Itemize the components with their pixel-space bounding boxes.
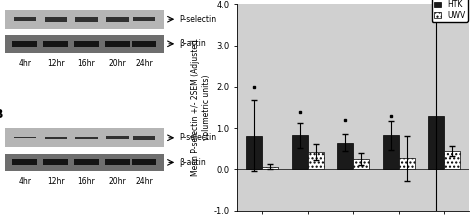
Y-axis label: Mean P-selectin +/- 2SEM (Adjusted
volumetric units): Mean P-selectin +/- 2SEM (Adjusted volum…	[191, 39, 210, 176]
Text: 24hr: 24hr	[135, 177, 153, 186]
Bar	[383, 135, 399, 169]
Text: 4hr: 4hr	[18, 177, 31, 186]
Bar	[74, 159, 99, 166]
Bar	[132, 159, 156, 166]
Bar	[399, 158, 415, 169]
Text: 4hr: 4hr	[18, 59, 31, 68]
Bar	[133, 17, 155, 22]
Bar	[107, 136, 128, 139]
Bar	[428, 116, 444, 169]
Bar	[45, 17, 67, 22]
Bar	[12, 159, 37, 166]
Bar	[308, 152, 324, 169]
Bar	[44, 159, 68, 166]
Text: 16hr: 16hr	[78, 177, 95, 186]
Bar	[5, 10, 164, 29]
Bar	[337, 143, 353, 169]
Bar	[292, 135, 308, 169]
Bar	[74, 41, 99, 47]
Bar	[262, 167, 278, 169]
Bar	[5, 154, 164, 171]
Text: 20hr: 20hr	[109, 59, 127, 68]
Bar	[133, 136, 155, 140]
Text: 20hr: 20hr	[109, 177, 127, 186]
Bar	[14, 17, 36, 21]
Text: 16hr: 16hr	[78, 59, 95, 68]
Text: β-actin: β-actin	[179, 39, 206, 48]
Bar	[14, 137, 36, 138]
Text: A: A	[0, 0, 3, 3]
Bar	[5, 35, 164, 53]
Bar	[45, 137, 67, 139]
Legend: HTK, UWV: HTK, UWV	[432, 0, 468, 22]
Bar	[107, 17, 128, 22]
Bar	[105, 159, 130, 166]
Bar	[132, 41, 156, 47]
Text: 24hr: 24hr	[135, 59, 153, 68]
Bar	[246, 136, 262, 169]
Text: 12hr: 12hr	[47, 59, 64, 68]
Text: β-actin: β-actin	[179, 158, 206, 167]
Text: P-selectin: P-selectin	[179, 133, 217, 142]
Bar	[353, 159, 369, 169]
Text: 12hr: 12hr	[47, 177, 64, 186]
Bar	[12, 41, 37, 47]
Bar	[75, 137, 98, 139]
Bar	[5, 128, 164, 147]
Text: P-selectin: P-selectin	[179, 15, 217, 24]
Text: B: B	[0, 108, 3, 121]
Bar	[44, 41, 68, 47]
Bar	[444, 151, 460, 169]
Bar	[75, 17, 98, 22]
Bar	[105, 41, 130, 47]
